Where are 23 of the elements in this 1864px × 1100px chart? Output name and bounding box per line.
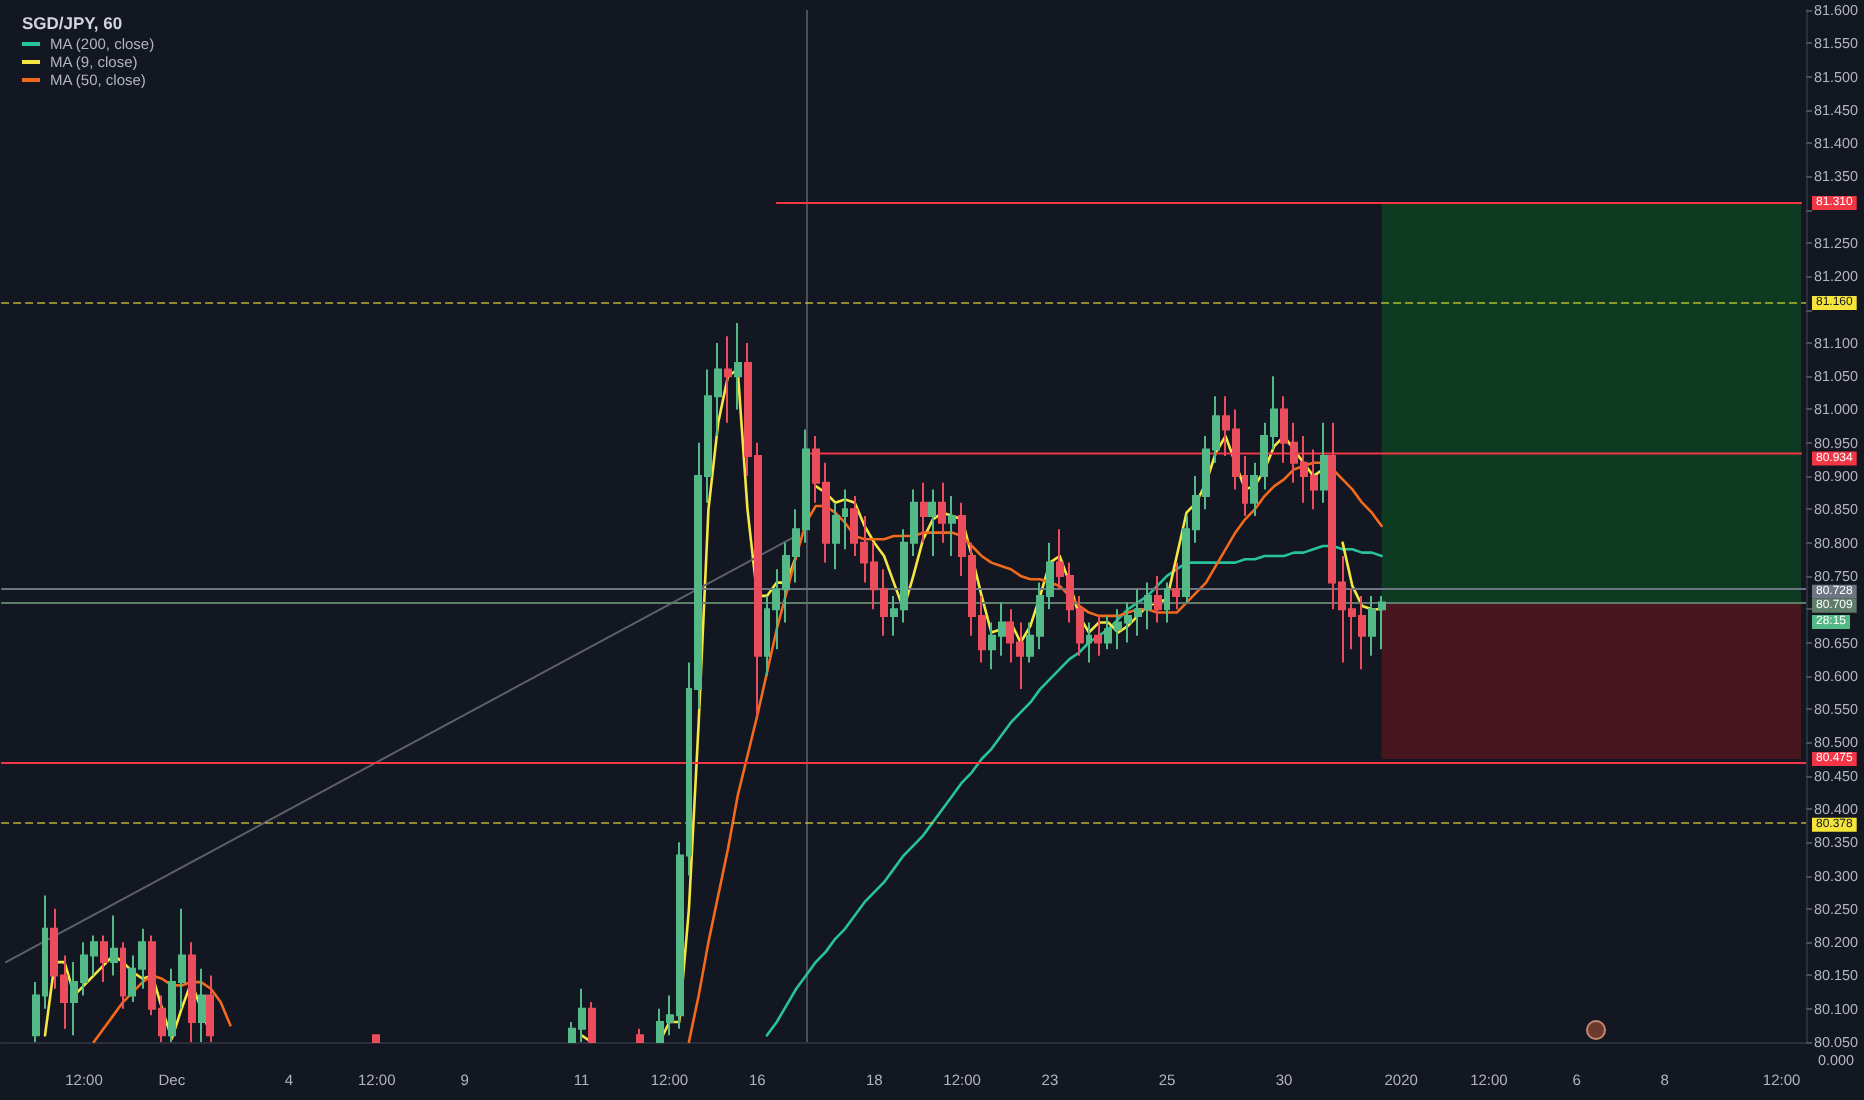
candlestick <box>1164 581 1170 624</box>
candlestick <box>1172 561 1180 611</box>
candlestick <box>1086 621 1092 664</box>
candlestick <box>120 941 126 1010</box>
candlestick <box>920 481 928 544</box>
candlestick <box>206 974 214 1043</box>
candlestick <box>188 941 196 1043</box>
candlestick <box>110 914 118 977</box>
candlestick <box>1154 574 1162 624</box>
candlestick <box>724 335 732 424</box>
candlestick <box>198 967 206 1043</box>
candlestick <box>948 495 956 557</box>
candlestick <box>928 488 936 557</box>
candlestick <box>100 934 108 984</box>
candlestick <box>734 321 742 411</box>
candlestick <box>372 1034 380 1043</box>
chart-title: SGD/JPY, 60 <box>22 13 123 33</box>
candlestick <box>1320 421 1328 504</box>
candlestick <box>938 481 946 544</box>
line-series <box>765 544 1383 1037</box>
candlestick <box>588 1001 596 1043</box>
candlestick <box>1094 614 1102 657</box>
candlestick <box>636 1027 644 1043</box>
